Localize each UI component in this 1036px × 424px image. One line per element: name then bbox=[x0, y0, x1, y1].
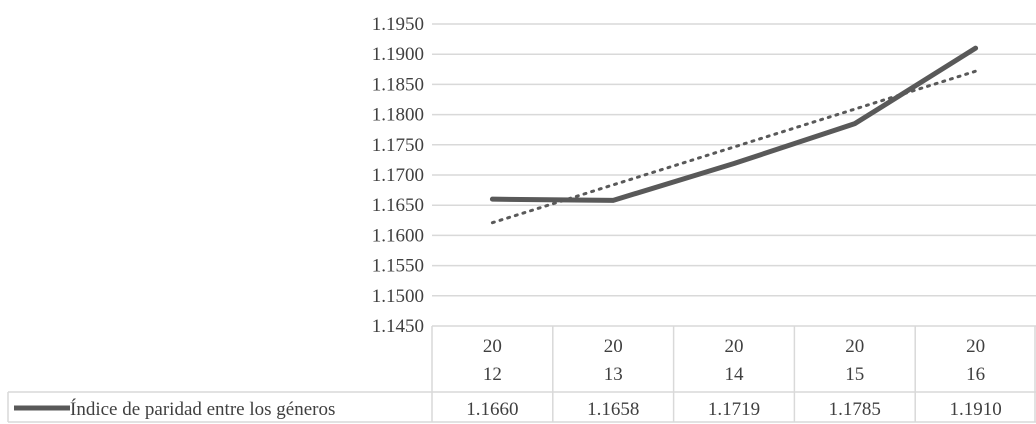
data-table-value: 1.1658 bbox=[587, 399, 639, 420]
x-tick-label: 14 bbox=[725, 364, 745, 385]
y-tick-label: 1.1950 bbox=[372, 14, 424, 35]
y-tick-label: 1.1650 bbox=[372, 195, 424, 216]
legend-label: Índice de paridad entre los géneros bbox=[70, 398, 335, 420]
legend: Índice de paridad entre los géneros bbox=[14, 398, 335, 420]
y-tick-label: 1.1750 bbox=[372, 135, 424, 156]
x-tick-label: 20 bbox=[483, 336, 502, 357]
y-tick-label: 1.1550 bbox=[372, 256, 424, 277]
x-tick-label: 13 bbox=[604, 364, 623, 385]
data-table-value: 1.1719 bbox=[708, 399, 760, 420]
y-tick-label: 1.1700 bbox=[372, 165, 424, 186]
y-tick-label: 1.1900 bbox=[372, 44, 424, 65]
x-tick-label: 20 bbox=[604, 336, 623, 357]
y-tick-label: 1.1850 bbox=[372, 74, 424, 95]
x-tick-label: 15 bbox=[845, 364, 864, 385]
x-tick-label: 12 bbox=[483, 364, 502, 385]
y-tick-label: 1.1500 bbox=[372, 286, 424, 307]
y-axis: 1.1450 1.1500 1.1550 1.1600 1.1650 1.1700 1.17… bbox=[372, 14, 424, 337]
y-tick-label: 1.1450 bbox=[372, 316, 424, 337]
data-table-values: 1.1660 1.1658 1.1719 1.1785 1.1910 bbox=[466, 399, 1001, 420]
x-tick-label: 20 bbox=[966, 336, 985, 357]
data-table-value: 1.1785 bbox=[829, 399, 881, 420]
data-table-value: 1.1660 bbox=[466, 399, 518, 420]
data-table-grid bbox=[7, 325, 1036, 423]
x-axis-category-labels: 20 12 20 13 20 14 20 15 20 16 bbox=[483, 336, 985, 385]
y-tick-label: 1.1600 bbox=[372, 225, 424, 246]
x-tick-label: 20 bbox=[845, 336, 864, 357]
series-lines bbox=[489, 45, 979, 203]
x-tick-label: 16 bbox=[966, 364, 985, 385]
series-line bbox=[489, 45, 979, 203]
x-tick-label: 20 bbox=[725, 336, 744, 357]
data-table-value: 1.1910 bbox=[949, 399, 1001, 420]
y-tick-label: 1.1800 bbox=[372, 105, 424, 126]
gridlines bbox=[432, 23, 1036, 297]
